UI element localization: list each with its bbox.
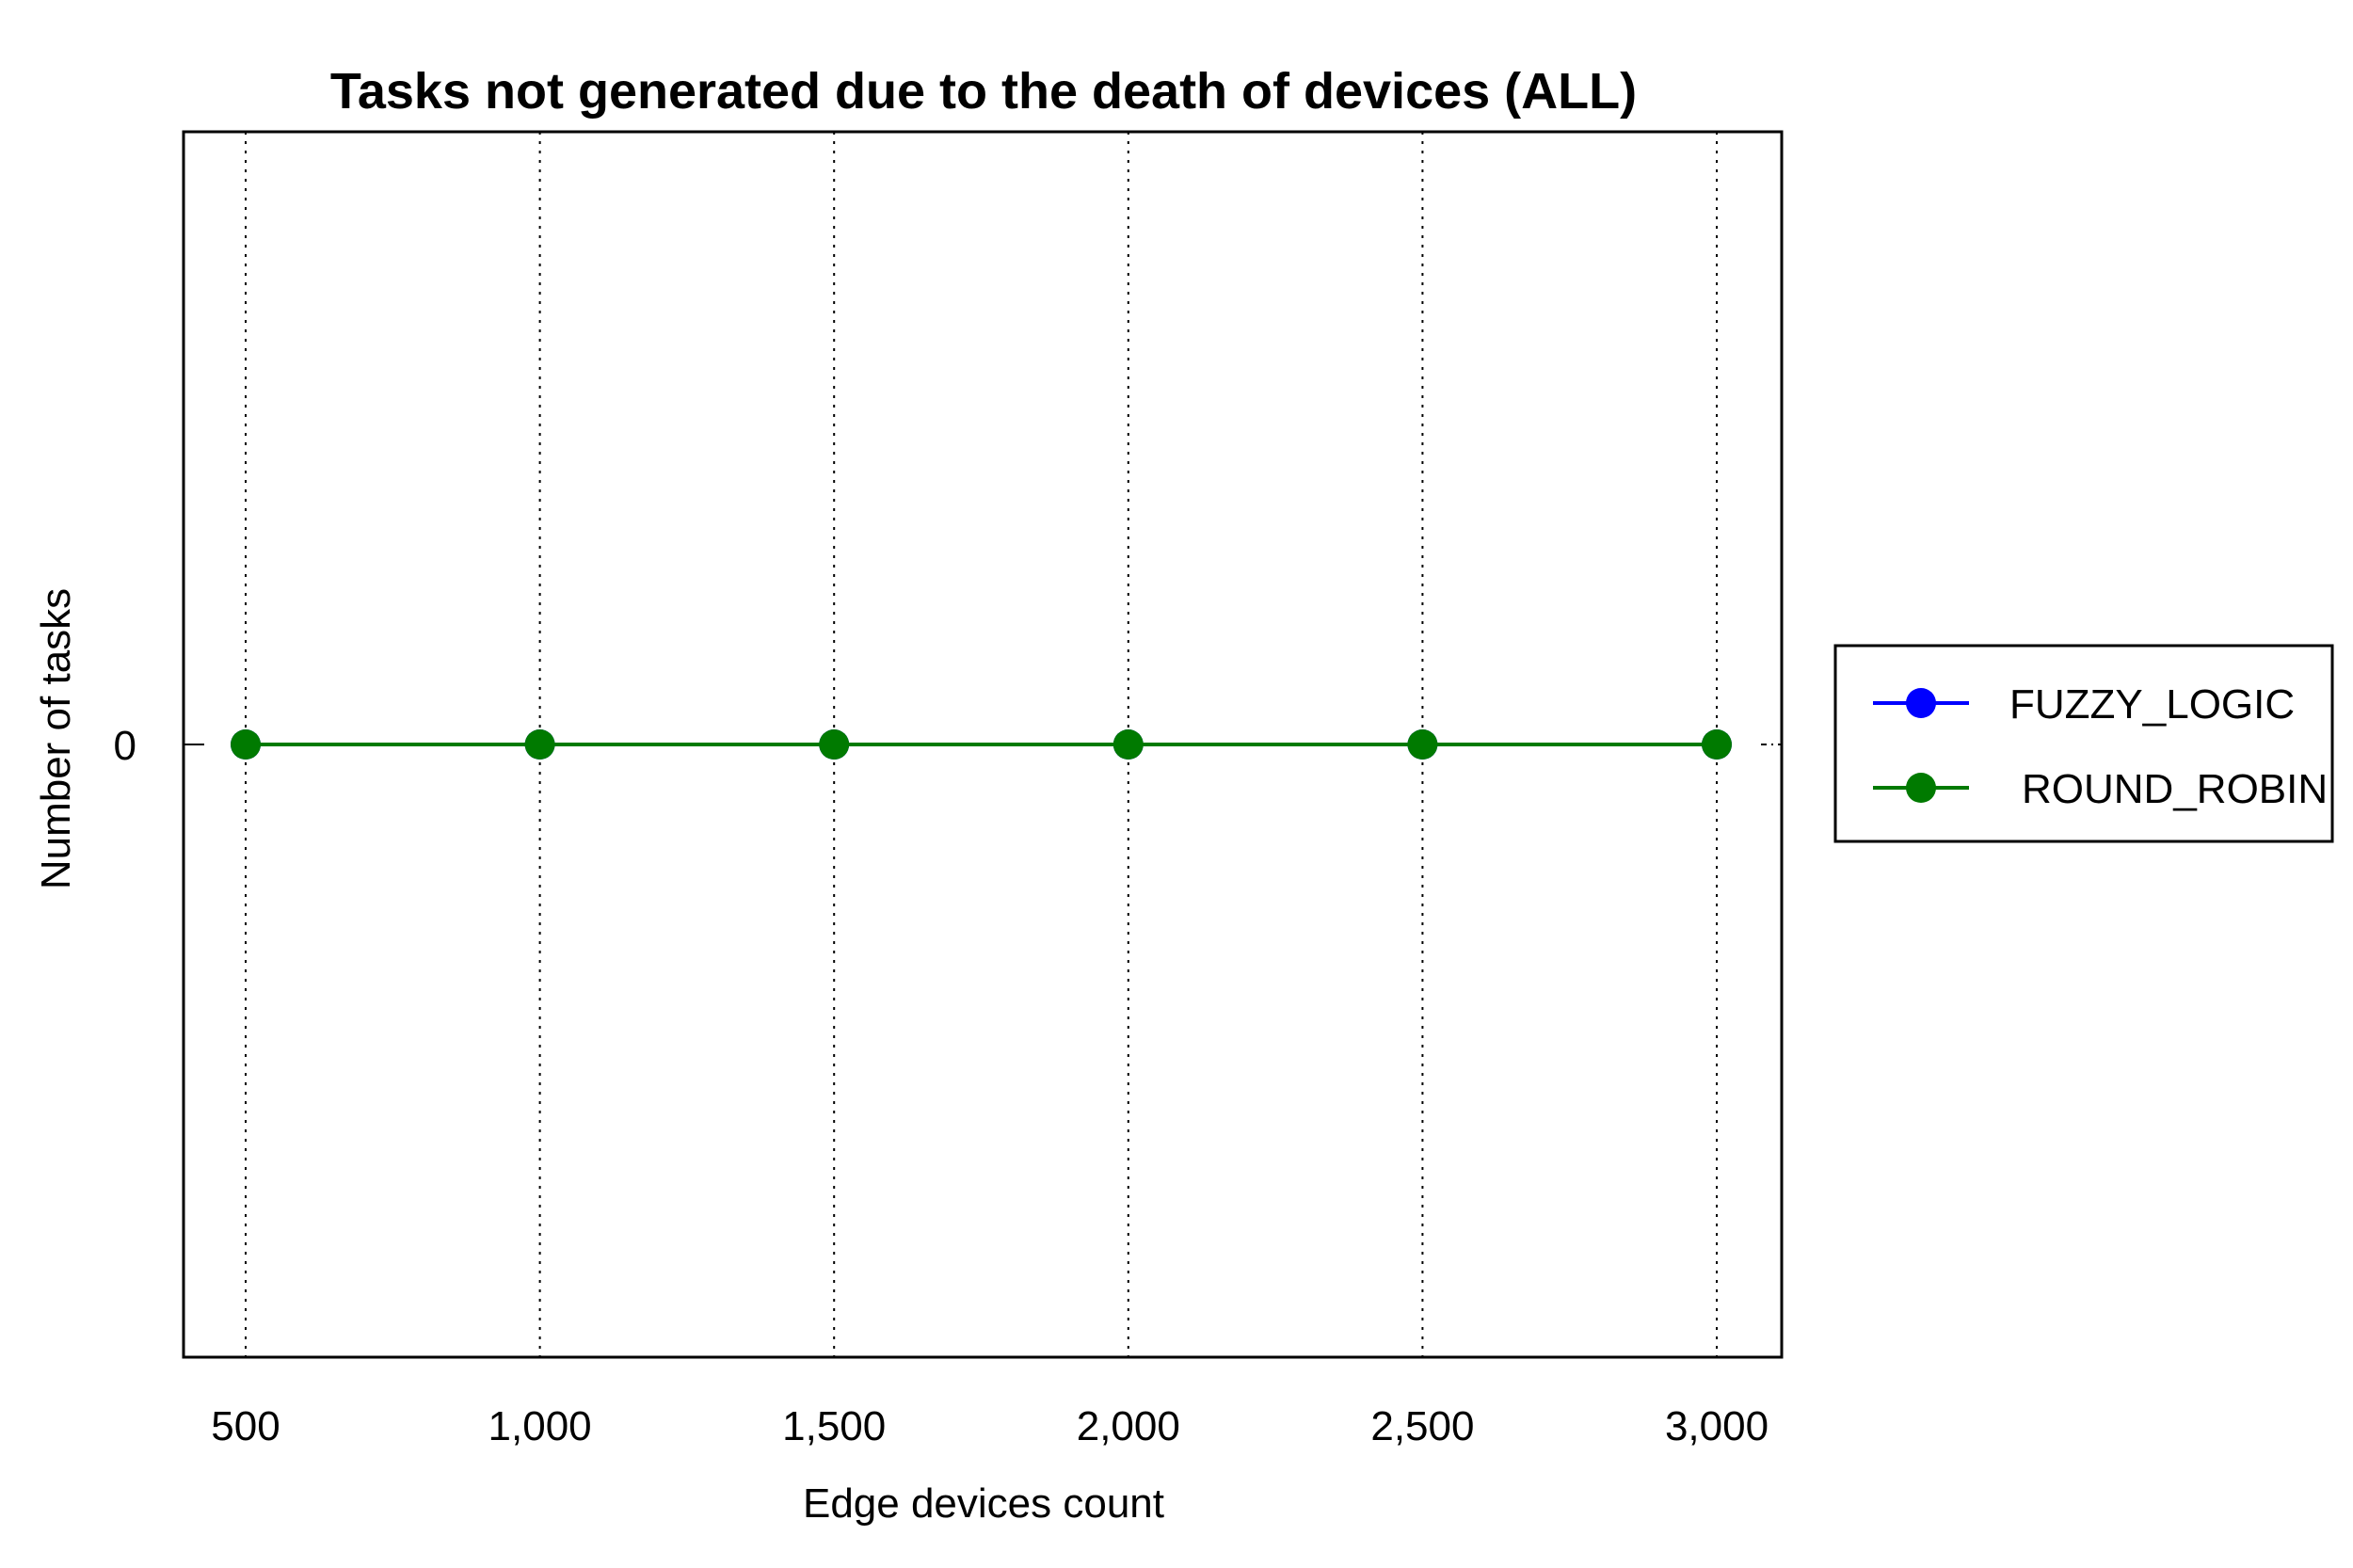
chart-title: Tasks not generated due to the death of … <box>330 63 1637 120</box>
data-point <box>231 729 261 760</box>
data-point <box>524 729 555 760</box>
y-tick-label: 0 <box>114 723 136 769</box>
y-axis-label: Number of tasks <box>33 588 79 889</box>
series-round-robin <box>231 729 1732 760</box>
x-axis-label: Edge devices count <box>803 1480 1164 1527</box>
x-axis-ticks: 500 1,000 1,500 2,000 2,500 3,000 <box>211 1403 1769 1449</box>
data-point <box>819 729 850 760</box>
legend-label: FUZZY_LOGIC <box>2009 681 2295 728</box>
series-layer <box>231 729 1732 760</box>
x-tick-label: 1,500 <box>782 1403 886 1449</box>
legend-items: FUZZY_LOGIC ROUND_ROBIN <box>1873 681 2328 812</box>
data-point <box>1702 729 1732 760</box>
x-tick-label: 3,000 <box>1665 1403 1769 1449</box>
legend-frame <box>1833 644 2334 843</box>
legend: FUZZY_LOGIC ROUND_ROBIN <box>1833 644 2334 843</box>
legend-item: FUZZY_LOGIC <box>1873 681 2295 728</box>
legend-item: ROUND_ROBIN <box>1873 766 2328 812</box>
data-point <box>1407 729 1438 760</box>
x-tick-label: 2,000 <box>1077 1403 1180 1449</box>
x-tick-label: 1,000 <box>488 1403 592 1449</box>
x-tick-label: 2,500 <box>1370 1403 1474 1449</box>
x-tick-label: 500 <box>211 1403 280 1449</box>
data-point <box>1112 729 1144 760</box>
legend-marker-swatch <box>1906 688 1936 718</box>
y-axis-ticks: 0 <box>114 723 1782 769</box>
legend-label: ROUND_ROBIN <box>2022 766 2328 812</box>
legend-marker-swatch <box>1906 773 1936 803</box>
